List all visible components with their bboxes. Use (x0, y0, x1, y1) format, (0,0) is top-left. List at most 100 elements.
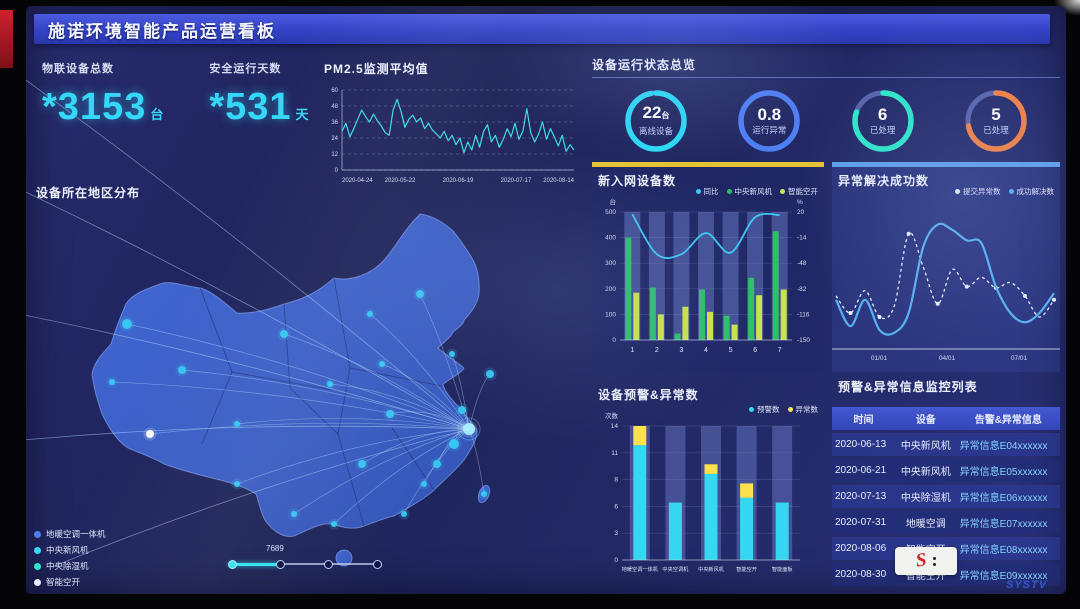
table-header-row: 时间 设备 告警&异常信息 (832, 407, 1060, 430)
svg-text:0: 0 (335, 168, 339, 174)
kpi-unit: 天 (295, 107, 309, 122)
alert-info: 异常信息E04xxxxxx (956, 433, 1060, 456)
legend-item[interactable]: 预警数 (749, 404, 780, 415)
watermark-logo-dots (932, 556, 936, 566)
legend-dot (780, 189, 785, 194)
legend-item[interactable]: 中央新风机 (726, 186, 772, 197)
dashboard-screen: 设备所在地区分布 地暖空调一体机 中央新风机 中央除湿机 智能空开 7689 (26, 6, 1066, 594)
svg-text:0: 0 (612, 337, 616, 344)
legend-label: 预警数 (757, 405, 780, 414)
page-title: 施诺环境智能产品运营看板 (48, 21, 276, 41)
alert-time: 2020-08-30 (832, 563, 895, 586)
gauge-label: 已处理 (983, 124, 1009, 135)
svg-text:14: 14 (611, 423, 619, 430)
slider-track[interactable] (228, 563, 380, 565)
map-legend-item[interactable]: 中央新风机 (34, 544, 106, 556)
svg-text:智能面板: 智能面板 (772, 565, 794, 573)
pm25-panel: PM2.5监测平均值 0 12 24 36 48 60 2020-04-24 2020-05-… (318, 58, 582, 184)
timeline-slider[interactable]: 7689 (228, 544, 386, 576)
legend-item[interactable]: 异常数 (787, 404, 818, 415)
china-map[interactable] (26, 79, 584, 590)
solved-title: 异常解决成功数 (838, 174, 930, 188)
map-legend-label: 智能空开 (46, 577, 81, 587)
legend-dot (695, 189, 701, 194)
svg-text:04/01: 04/01 (939, 355, 956, 362)
svg-text:2020-08-14: 2020-08-14 (543, 178, 574, 184)
status-gauge: 5 已处理 (950, 84, 1042, 158)
legend-item[interactable]: 提交异常数 (955, 186, 1001, 197)
svg-text:2: 2 (655, 347, 659, 354)
map-legend-item[interactable]: 地暖空调一体机 (34, 528, 106, 540)
legend-dot (787, 407, 793, 412)
map-legend: 地暖空调一体机 中央新风机中央除湿机智能空开 (34, 528, 106, 592)
legend-item[interactable]: 成功解决数 (1008, 186, 1054, 197)
svg-text:-116: -116 (797, 311, 810, 318)
status-gauge: 22台离线设备 (610, 84, 702, 158)
status-gauge: 0.8 运行异常 (723, 84, 815, 158)
legend-dot (955, 189, 960, 194)
warnings-title: 设备预警&异常数 (598, 388, 699, 402)
table-row[interactable]: 2020-07-31 地暖空调 异常信息E07xxxxxx (832, 511, 1060, 534)
svg-text:%: % (797, 199, 803, 206)
slider-node-1[interactable] (228, 560, 237, 569)
kpi-value: *3153 (42, 86, 147, 128)
table-row[interactable]: 2020-06-13 中央新风机 异常信息E04xxxxxx (832, 433, 1060, 456)
map-legend-dot (34, 546, 41, 554)
svg-text:07/01: 07/01 (1011, 355, 1028, 362)
legend-item[interactable]: 智能空开 (780, 186, 818, 197)
province-borders (199, 277, 443, 527)
svg-text:100: 100 (605, 311, 616, 318)
svg-text:台: 台 (610, 197, 617, 206)
svg-text:6: 6 (753, 347, 757, 354)
kpi-stat: 安全运行天数 *531 天 (209, 60, 308, 129)
alert-time: 2020-07-13 (832, 485, 895, 508)
gauge-value: 22台 (642, 103, 670, 122)
map-legend-dot (34, 530, 41, 538)
legend-item[interactable]: 同比 (695, 186, 719, 197)
bezel-red-sign (0, 10, 13, 68)
kpi-unit: 台 (150, 107, 164, 122)
alert-device: 中央新风机 (894, 459, 957, 482)
slider-node-4[interactable] (373, 560, 382, 569)
svg-text:次数: 次数 (605, 412, 619, 420)
svg-text:智能空开: 智能空开 (736, 565, 757, 573)
gauge-label: 离线设备 (638, 126, 673, 136)
alert-time: 2020-08-06 (832, 537, 895, 560)
solved-panel: 异常解决成功数 提交异常数 成功解决数 01/01 04/01 07/01 (832, 162, 1060, 372)
map-legend-label: 中央新风机 (46, 545, 89, 555)
legend-dot (749, 407, 754, 412)
china-outline (91, 213, 480, 537)
new-devices-chart: 0 100 200 300 400 500 -150 -116 -82 -48 -14 20 台 % 1 2 3… (605, 197, 810, 354)
alert-time: 2020-06-21 (832, 459, 895, 482)
hainan-shape (335, 549, 353, 567)
alert-table-title: 预警&异常信息监控列表 (838, 380, 978, 394)
table-header-cell: 设备 (894, 407, 957, 430)
svg-text:0: 0 (614, 557, 618, 564)
slider-node-2[interactable] (276, 560, 285, 569)
svg-text:500: 500 (605, 209, 616, 216)
map-title: 设备所在地区分布 (36, 186, 141, 200)
table-row[interactable]: 2020-07-13 中央除湿机 异常信息E06xxxxxx (832, 485, 1060, 508)
alert-time: 2020-06-13 (832, 433, 895, 456)
slider-node-3[interactable] (324, 560, 333, 569)
map-legend-dot (34, 578, 41, 586)
corner-watermark: SYSTV (1006, 579, 1048, 591)
alert-time: 2020-07-31 (832, 511, 895, 534)
table-row[interactable]: 2020-06-21 中央新风机 异常信息E05xxxxxx (832, 459, 1060, 482)
svg-text:24: 24 (331, 136, 338, 142)
device-location-dots[interactable] (106, 287, 497, 530)
svg-text:-48: -48 (797, 260, 807, 267)
alert-table-panel: 预警&异常信息监控列表 时间 设备 告警&异常信息 2020-06-13 中央新风机 异常… (832, 376, 1060, 590)
gauge-label: 已处理 (869, 124, 896, 135)
gauge-label: 运行异常 (752, 124, 787, 135)
pm25-chart: 0 12 24 36 48 60 2020-04-24 2020-05-22 2020-06-1… (331, 88, 574, 184)
alert-table: 时间 设备 告警&异常信息 2020-06-13 中央新风机 异常信息E04xxxxxx 2… (832, 404, 1060, 589)
solved-legend: 提交异常数 成功解决数 (955, 186, 1054, 197)
new-devices-title: 新入网设备数 (598, 174, 677, 188)
map-legend-item[interactable]: 智能空开 (34, 576, 106, 588)
svg-text:12: 12 (331, 152, 338, 158)
map-legend-item[interactable]: 中央除湿机 (34, 560, 106, 572)
warnings-legend: 预警数 异常数 (749, 404, 818, 415)
